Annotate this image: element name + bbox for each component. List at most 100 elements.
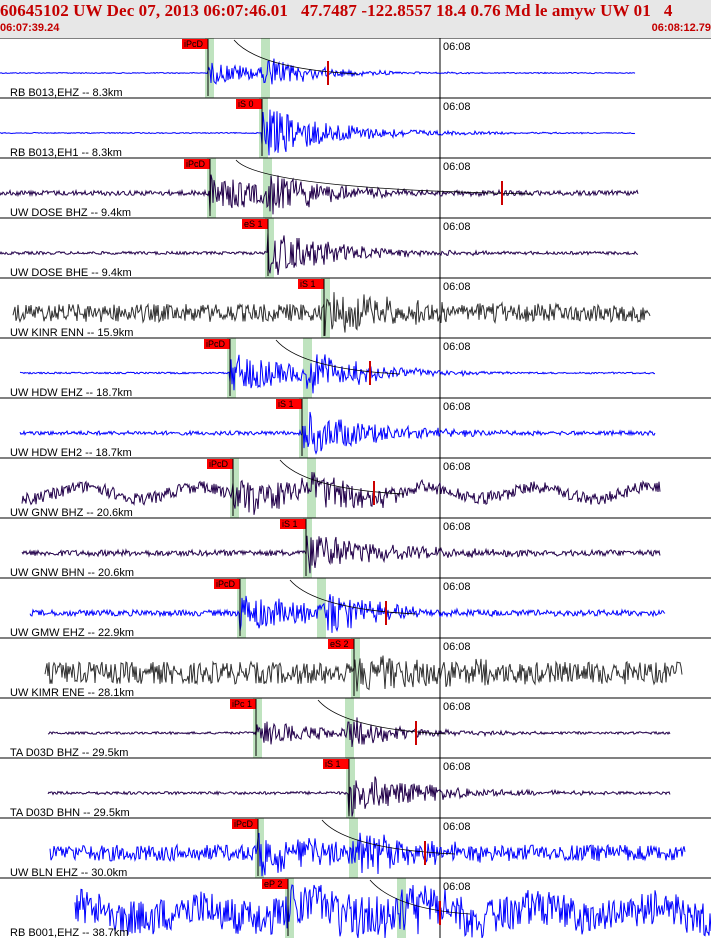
- station-label: RB B013,EH1 -- 8.3km: [10, 147, 122, 159]
- station-label: UW DOSE BHZ -- 9.4km: [10, 207, 131, 219]
- trace-row: eS 2 06:08 UW KIMR ENE -- 28.1km: [0, 637, 711, 699]
- pick-label: iS 1: [300, 279, 316, 289]
- waveform: [0, 174, 639, 215]
- waveform: [44, 655, 683, 692]
- start-time: 06:07:39.24: [0, 22, 60, 34]
- station-label: UW DOSE BHE -- 9.4km: [10, 267, 132, 279]
- end-time: 06:08:12.79: [651, 22, 711, 34]
- minute-label: 06:08: [443, 221, 471, 233]
- event-title: 60645102 UW Dec 07, 2013 06:07:46.01 47.…: [0, 1, 673, 20]
- waveform: [47, 717, 671, 748]
- minute-label: 06:08: [443, 41, 471, 53]
- pick-label: iPcD: [206, 339, 226, 349]
- minute-label: 06:08: [443, 341, 471, 353]
- pick-label: iS 1: [282, 519, 298, 529]
- pick-window: [321, 278, 330, 338]
- waveform: [19, 354, 655, 394]
- pick-marker[interactable]: [232, 819, 258, 829]
- seismogram-panel: iPcD 06:08 RB B013,EHZ -- 8.3km iS 0 06:08 RB…: [0, 38, 711, 938]
- pick-marker[interactable]: [184, 159, 210, 169]
- pick-label: iPcD: [216, 579, 236, 589]
- pick-marker[interactable]: [230, 699, 256, 709]
- station-label: UW BLN EHZ -- 30.0km: [10, 867, 127, 879]
- station-label: TA D03D BHZ -- 29.5km: [10, 747, 128, 759]
- pick-label: iS 1: [278, 399, 294, 409]
- pick-marker[interactable]: [182, 39, 208, 49]
- pick-window: [259, 98, 268, 158]
- waveform: [0, 109, 636, 156]
- pick-window: [230, 458, 239, 518]
- trace-row: iPcD 06:08 UW BLN EHZ -- 30.0km: [0, 817, 711, 879]
- minute-label: 06:08: [443, 821, 471, 833]
- minute-label: 06:08: [443, 101, 471, 113]
- pick-label: iS 1: [325, 759, 341, 769]
- pick-marker[interactable]: [204, 339, 230, 349]
- minute-label: 06:08: [443, 461, 471, 473]
- trace-row: iPcD 06:08 UW DOSE BHZ -- 9.4km: [0, 157, 711, 219]
- minute-label: 06:08: [443, 581, 471, 593]
- pick-marker[interactable]: [323, 759, 349, 769]
- pick-marker[interactable]: [262, 879, 288, 889]
- coda-curve: [235, 159, 533, 195]
- minute-label: 06:08: [443, 881, 471, 893]
- pick-label: eS 1: [244, 219, 263, 229]
- trace-row: eP 2 06:08 RB B001,EHZ -- 38.7km: [0, 877, 711, 938]
- station-label: UW KIMR ENE -- 28.1km: [10, 687, 134, 699]
- pick-label: iPcD: [184, 39, 204, 49]
- pick-window: [263, 158, 272, 218]
- waveform: [12, 292, 651, 336]
- trace-row: eS 1 06:08 UW DOSE BHE -- 9.4km: [0, 217, 711, 279]
- waveform: [0, 232, 639, 275]
- pick-window: [207, 158, 216, 218]
- coda-curve: [317, 699, 447, 735]
- trace-row: iPc 1 06:08 TA D03D BHZ -- 29.5km: [0, 697, 711, 759]
- trace-row: iPcD 06:08 UW GMW EHZ -- 22.9km: [0, 577, 711, 639]
- station-label: RB B001,EHZ -- 38.7km: [10, 927, 129, 938]
- pick-label: iPcD: [209, 459, 229, 469]
- waveform: [47, 776, 671, 817]
- pick-marker[interactable]: [214, 579, 240, 589]
- station-label: RB B013,EHZ -- 8.3km: [10, 87, 122, 99]
- pick-label: eS 2: [330, 639, 349, 649]
- station-label: UW GNW BHZ -- 20.6km: [10, 507, 133, 519]
- coda-curve: [275, 339, 401, 375]
- pick-marker[interactable]: [280, 519, 306, 529]
- waveform: [21, 535, 661, 574]
- pick-window: [261, 38, 270, 98]
- pick-marker[interactable]: [298, 279, 324, 289]
- pick-window: [303, 338, 312, 398]
- minute-label: 06:08: [443, 701, 471, 713]
- minute-label: 06:08: [443, 521, 471, 533]
- pick-window: [397, 878, 406, 938]
- station-label: TA D03D BHN -- 29.5km: [10, 807, 130, 819]
- minute-label: 06:08: [443, 641, 471, 653]
- trace-row: iS 1 06:08 UW HDW EH2 -- 18.7km: [0, 397, 711, 459]
- trace-row: iS 1 06:08 UW KINR ENN -- 15.9km: [0, 277, 711, 339]
- coda-curve: [369, 879, 471, 915]
- pick-marker[interactable]: [207, 459, 233, 469]
- coda-curve: [233, 39, 359, 75]
- pick-window: [265, 218, 274, 278]
- trace-row: iS 1 06:08 UW GNW BHN -- 20.6km: [0, 517, 711, 579]
- station-label: UW GMW EHZ -- 22.9km: [10, 627, 134, 639]
- minute-label: 06:08: [443, 761, 471, 773]
- station-label: UW GNW BHN -- 20.6km: [10, 567, 134, 579]
- pick-window: [285, 878, 294, 938]
- coda-curve: [289, 579, 417, 615]
- minute-label: 06:08: [443, 161, 471, 173]
- pick-marker[interactable]: [242, 219, 268, 229]
- pick-label: iS 0: [238, 99, 254, 109]
- pick-marker[interactable]: [236, 99, 262, 109]
- coda-curve: [279, 459, 405, 495]
- event-header: 60645102 UW Dec 07, 2013 06:07:46.01 47.…: [0, 0, 711, 38]
- waveform: [0, 58, 636, 85]
- waveform: [29, 594, 666, 633]
- trace-row: iPcD 06:08 UW HDW EHZ -- 18.7km: [0, 337, 711, 399]
- trace-row: iPcD 06:08 RB B013,EHZ -- 8.3km: [0, 38, 711, 99]
- station-label: UW KINR ENN -- 15.9km: [10, 327, 133, 339]
- pick-label: iPc 1: [232, 699, 252, 709]
- waveform: [49, 832, 686, 877]
- pick-label: eP 2: [264, 879, 282, 889]
- pick-marker[interactable]: [276, 399, 302, 409]
- pick-marker[interactable]: [328, 639, 354, 649]
